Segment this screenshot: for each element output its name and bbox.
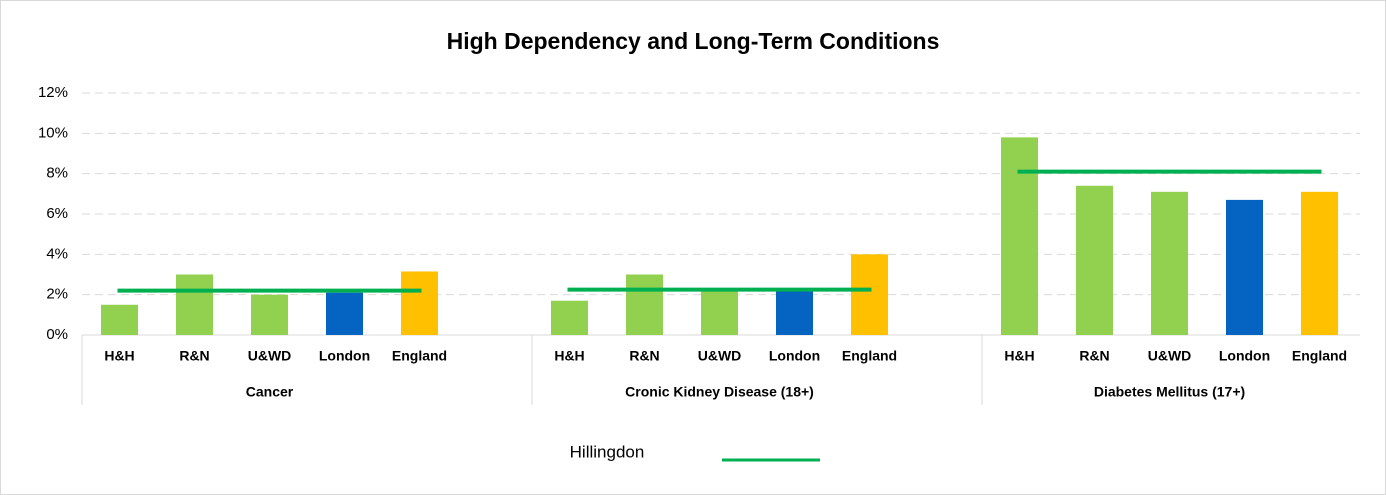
x-tick-label: H&H: [104, 348, 134, 364]
y-tick-label: 8%: [46, 165, 68, 182]
bar: [251, 294, 288, 335]
bar: [1151, 191, 1188, 335]
bar: [401, 271, 438, 335]
x-tick-label: London: [1219, 348, 1270, 364]
x-tick-label: H&H: [1004, 348, 1034, 364]
x-tick-label: England: [392, 348, 447, 364]
x-tick-label: England: [1292, 348, 1347, 364]
group-label: Cancer: [246, 384, 294, 400]
group-label: Diabetes Mellitus (17+): [1094, 384, 1245, 400]
bar: [626, 274, 663, 335]
x-tick-label: R&N: [1079, 348, 1109, 364]
x-tick-label: U&WD: [1148, 348, 1192, 364]
y-tick-label: 10%: [38, 124, 68, 141]
x-tick-label: England: [842, 348, 897, 364]
y-tick-label: 0%: [46, 326, 68, 343]
x-tick-label: U&WD: [248, 348, 292, 364]
legend-label: Hillingdon: [570, 442, 645, 461]
bar: [551, 300, 588, 335]
x-tick-label: U&WD: [698, 348, 742, 364]
bar: [1301, 191, 1338, 335]
x-tick-label: London: [319, 348, 370, 364]
y-tick-label: 6%: [46, 205, 68, 222]
y-tick-label: 2%: [46, 286, 68, 303]
y-tick-label: 12%: [38, 84, 68, 101]
bar: [176, 274, 213, 335]
x-tick-label: H&H: [554, 348, 584, 364]
x-tick-label: R&N: [629, 348, 659, 364]
bar: [1001, 137, 1038, 335]
chart-title: High Dependency and Long-Term Conditions: [447, 28, 940, 54]
x-tick-label: R&N: [179, 348, 209, 364]
bar: [101, 304, 138, 335]
bar: [1226, 199, 1263, 335]
bar: [851, 254, 888, 335]
bar: [776, 288, 813, 335]
bar: [326, 292, 363, 335]
y-tick-label: 4%: [46, 245, 68, 262]
bar: [701, 288, 738, 335]
x-tick-label: London: [769, 348, 820, 364]
group-label: Cronic Kidney Disease (18+): [625, 384, 814, 400]
bar: [1076, 185, 1113, 335]
